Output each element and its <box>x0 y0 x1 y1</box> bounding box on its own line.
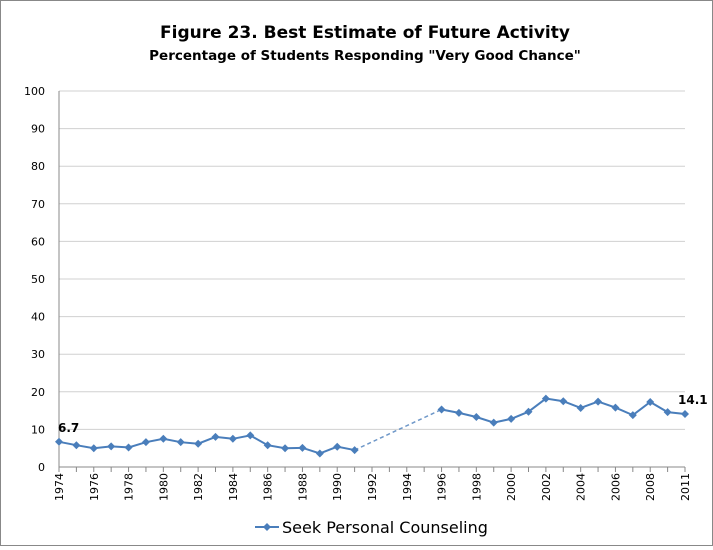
marker <box>594 397 603 406</box>
x-tick-label: 1978 <box>123 473 136 501</box>
marker <box>298 443 307 452</box>
x-tick-label: 1998 <box>470 473 483 501</box>
x-tick-label: 1988 <box>296 473 309 501</box>
y-tick-label: 0 <box>38 461 45 474</box>
marker <box>524 407 533 416</box>
y-tick-label: 80 <box>31 160 45 173</box>
marker <box>489 418 498 427</box>
marker <box>333 442 342 451</box>
marker <box>246 431 255 440</box>
y-tick-label: 20 <box>31 386 45 399</box>
x-tick-label: 1974 <box>53 473 66 501</box>
x-tick-label: 1986 <box>262 473 275 501</box>
y-tick-label: 30 <box>31 348 45 361</box>
x-tick-label: 2008 <box>644 473 657 501</box>
marker <box>350 446 359 455</box>
y-tick-label: 100 <box>24 85 45 98</box>
data-label: 14.1 <box>678 393 708 407</box>
y-tick-label: 60 <box>31 235 45 248</box>
marker <box>263 441 272 450</box>
marker <box>454 408 463 417</box>
marker <box>681 409 689 418</box>
x-tick-label: 2006 <box>609 473 622 501</box>
marker <box>541 394 550 403</box>
x-tick-label: 2000 <box>505 473 518 501</box>
marker <box>472 412 481 421</box>
x-tick-label: 2004 <box>575 473 588 501</box>
marker <box>437 405 446 414</box>
marker <box>194 439 203 448</box>
gap-bridge <box>354 408 442 451</box>
marker <box>72 441 81 450</box>
x-tick-label: 1996 <box>436 473 449 501</box>
marker <box>124 443 133 452</box>
marker <box>315 449 324 458</box>
marker <box>611 403 620 412</box>
marker <box>89 444 98 453</box>
x-tick-label: 1990 <box>331 473 344 501</box>
marker <box>55 437 63 446</box>
y-tick-label: 10 <box>31 423 45 436</box>
marker <box>211 432 220 441</box>
x-tick-label: 2011 <box>679 473 692 501</box>
marker <box>507 414 516 423</box>
data-label: 6.7 <box>58 421 79 435</box>
x-tick-label: 1982 <box>192 473 205 501</box>
x-tick-label: 1984 <box>227 473 240 501</box>
marker <box>141 438 150 447</box>
marker <box>176 438 185 447</box>
marker <box>576 403 585 412</box>
x-tick-label: 1980 <box>157 473 170 501</box>
y-tick-label: 90 <box>31 123 45 136</box>
y-tick-label: 50 <box>31 273 45 286</box>
legend-label: Seek Personal Counseling <box>282 518 488 537</box>
marker <box>646 397 655 406</box>
marker <box>281 444 290 453</box>
legend-marker <box>263 523 271 531</box>
x-tick-label: 1992 <box>366 473 379 501</box>
y-tick-label: 70 <box>31 198 45 211</box>
x-tick-label: 2002 <box>540 473 553 501</box>
marker <box>228 434 237 443</box>
chart-subtitle: Percentage of Students Responding "Very … <box>149 48 581 64</box>
x-tick-label: 1994 <box>401 473 414 501</box>
y-tick-label: 40 <box>31 311 45 324</box>
marker <box>628 411 637 420</box>
x-tick-label: 1976 <box>88 473 101 501</box>
chart-title: Figure 23. Best Estimate of Future Activ… <box>160 23 570 43</box>
marker <box>159 434 168 443</box>
marker <box>107 442 116 451</box>
marker <box>663 408 672 417</box>
marker <box>559 397 568 406</box>
